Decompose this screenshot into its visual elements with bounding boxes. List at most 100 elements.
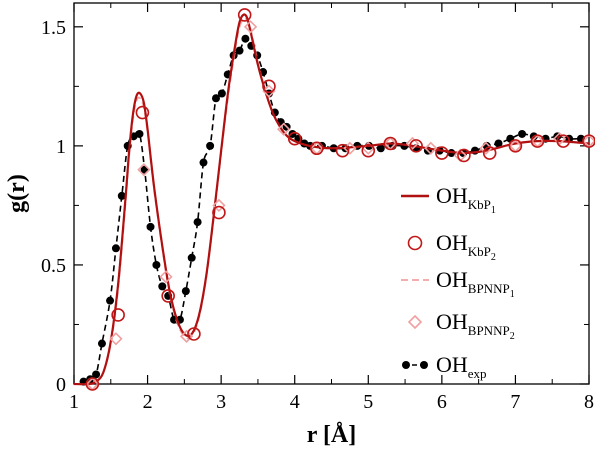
tick-group: 1 2 3 4 5 6 7 8 0 0.5 1 1.5 [41, 3, 594, 413]
data-point [235, 46, 244, 55]
legend-label-subsub: 2 [491, 252, 496, 263]
series-oh-bpnnp2 [85, 20, 595, 391]
data-point [277, 122, 291, 136]
data-point [262, 79, 276, 94]
legend-label: OHBPNNP1 [436, 267, 515, 300]
data-point [179, 329, 194, 344]
legend-label: OHKbP2 [436, 230, 496, 263]
legend-label-subsub: 1 [510, 289, 515, 300]
legend-item: OHexp [402, 352, 487, 381]
data-point [106, 296, 115, 305]
data-point [237, 8, 252, 22]
data-point [158, 282, 167, 291]
data-point [376, 144, 385, 153]
legend-item: OHBPNNP2 [407, 309, 515, 342]
legend-label-sub: KbP [468, 197, 491, 212]
y-tick-label: 0 [56, 374, 66, 396]
legend-item: OHKbP2 [407, 230, 496, 263]
legend-label: OHKbP1 [436, 183, 496, 216]
data-point [405, 136, 420, 151]
data-point [199, 158, 208, 167]
x-axis-title: r [Å] [307, 422, 357, 448]
data-point [361, 143, 376, 158]
series-layer [73, 8, 595, 391]
data-point [309, 141, 324, 156]
data-point [518, 129, 527, 138]
y-tick-label: 0.5 [41, 255, 66, 277]
data-point [552, 132, 567, 146]
data-point [457, 148, 471, 163]
data-point [146, 222, 155, 231]
x-tick-label: 8 [584, 391, 594, 413]
legend-label-main: OH [436, 352, 468, 377]
data-point [530, 134, 545, 148]
data-point [187, 327, 201, 341]
series-line [73, 13, 590, 386]
data-point [262, 84, 276, 98]
y-tick-label: 1.5 [41, 17, 66, 39]
y-axis-title: g(r) [4, 174, 30, 213]
x-tick-label: 7 [510, 391, 520, 413]
series-oh-kbp2 [85, 8, 595, 391]
data-point [424, 141, 438, 155]
x-tick-label: 3 [216, 391, 226, 413]
x-tick-label: 2 [143, 391, 153, 413]
data-point [508, 139, 523, 153]
legend-label: OHexp [436, 352, 487, 381]
data-point [193, 218, 202, 227]
data-point [92, 370, 101, 379]
data-point [482, 146, 497, 160]
series-oh-bpnnp1 [73, 17, 590, 386]
data-point [109, 332, 123, 346]
x-tick-label: 6 [437, 391, 447, 413]
legend-label-main: OH [436, 309, 468, 334]
data-point [217, 89, 226, 98]
data-point [556, 134, 571, 148]
data-point [85, 377, 100, 391]
data-point [212, 205, 226, 220]
series-line [83, 37, 581, 383]
series-line [73, 17, 590, 386]
data-point [409, 139, 423, 153]
data-point [211, 94, 220, 103]
data-point [187, 253, 196, 262]
legend-label-subsub: 1 [491, 205, 496, 216]
data-point [206, 141, 215, 150]
x-tick-label: 4 [290, 391, 300, 413]
data-point [161, 289, 175, 303]
data-point [335, 143, 350, 158]
data-point [152, 260, 161, 269]
data-point [287, 131, 302, 146]
series-oh-kbp1 [73, 13, 590, 386]
data-point [383, 136, 398, 151]
data-point [212, 198, 226, 213]
legend-label-main: OH [436, 230, 468, 255]
data-point [137, 163, 151, 177]
plot-frame [73, 2, 590, 385]
data-point [243, 20, 258, 34]
data-point [435, 146, 449, 160]
x-tick-label: 5 [363, 391, 373, 413]
data-point [97, 339, 106, 348]
data-point [135, 129, 144, 138]
data-point [111, 308, 125, 322]
legend-swatch [407, 314, 423, 330]
data-point [111, 244, 120, 253]
y-tick-label: 1 [56, 136, 66, 158]
legend-item: OHKbP1 [401, 183, 496, 216]
legend-label: OHBPNNP2 [436, 309, 515, 342]
legend-label-sub: KbP [468, 244, 491, 259]
legend-label-sub: exp [468, 366, 487, 381]
data-point [181, 287, 190, 296]
data-point [494, 139, 503, 148]
legend-label-main: OH [436, 183, 468, 208]
legend-label-main: OH [436, 267, 468, 292]
x-tick-label: 1 [69, 391, 79, 413]
legend-swatch-dot [402, 361, 410, 369]
legend-label-sub: BPNNP [468, 281, 510, 296]
legend-item: OHBPNNP1 [401, 267, 515, 300]
data-point [241, 34, 250, 43]
data-point [117, 191, 126, 200]
